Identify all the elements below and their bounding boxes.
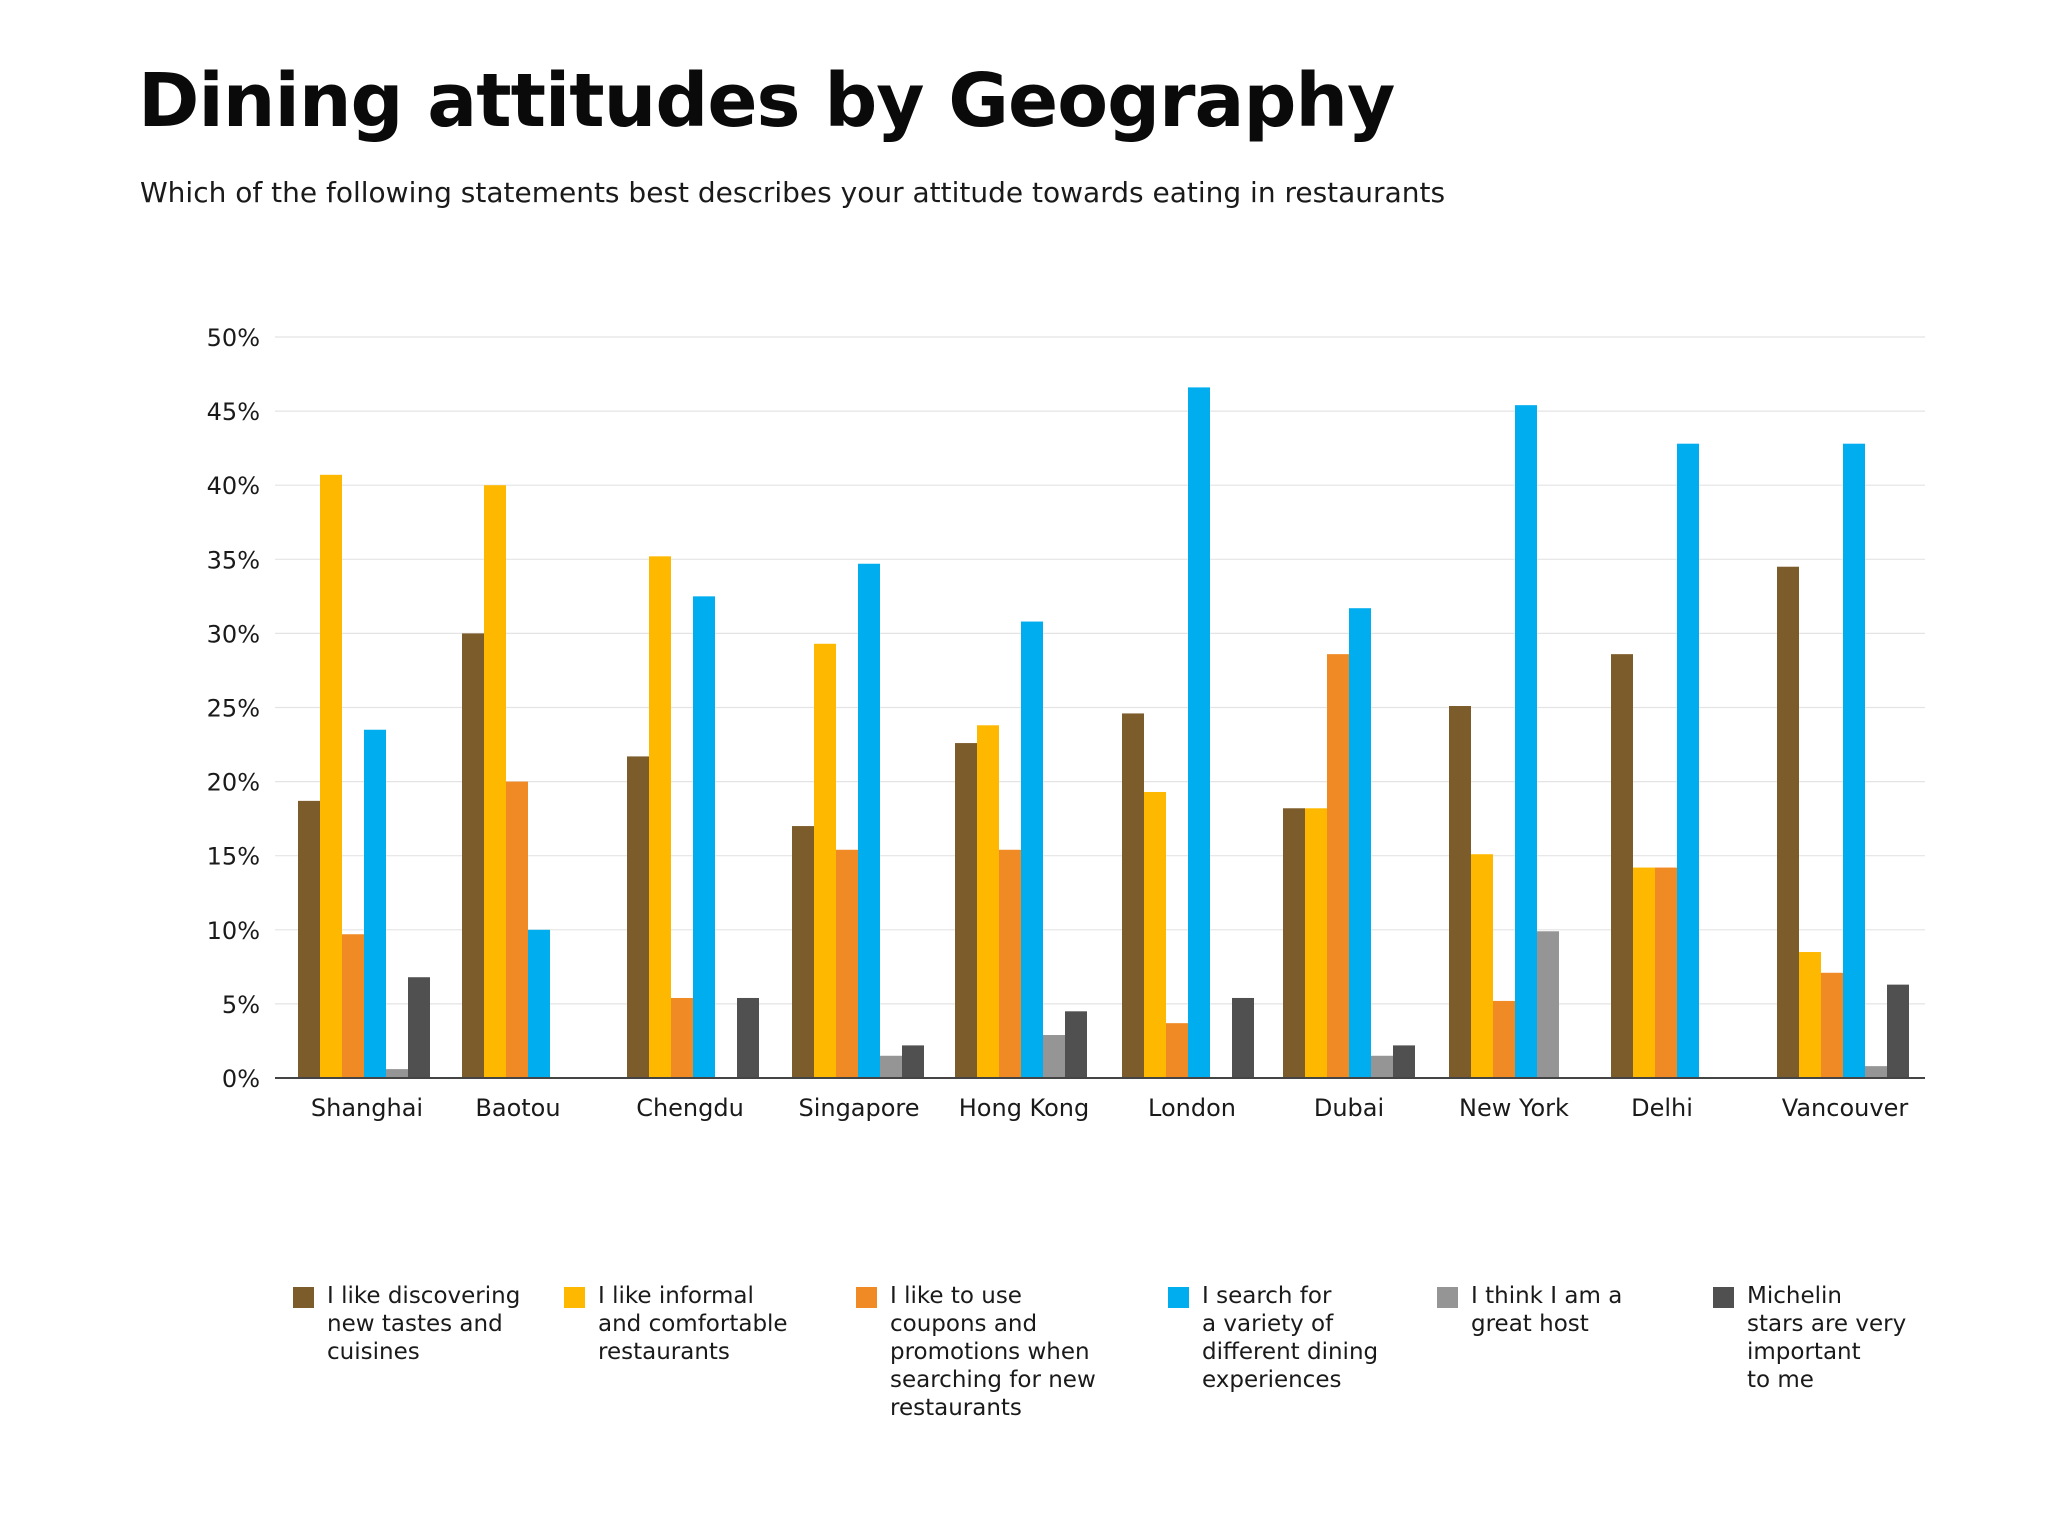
legend-label: I like informal and comfortable restaura… xyxy=(598,1283,788,1365)
bar-baotou-series-4 xyxy=(528,929,550,1078)
bar-singapore-series-4 xyxy=(858,563,880,1078)
bar-singapore-series-5 xyxy=(880,1055,902,1078)
page-subtitle: Which of the following statements best d… xyxy=(140,176,1446,209)
y-tick-label: 20% xyxy=(207,769,260,797)
legend-item-6: Michelin stars are very important to me xyxy=(1713,1282,1906,1394)
bar-shanghai-series-2 xyxy=(320,474,342,1078)
bar-hong-kong-series-5 xyxy=(1043,1035,1065,1078)
legend-swatch xyxy=(856,1287,877,1308)
bar-baotou-series-1 xyxy=(462,633,484,1078)
bar-vancouver-series-3 xyxy=(1821,972,1843,1078)
legend-item-2: I like informal and comfortable restaura… xyxy=(564,1282,788,1366)
bar-dubai-series-6 xyxy=(1393,1045,1415,1078)
bar-london-series-2 xyxy=(1144,791,1166,1078)
legend-label: Michelin stars are very important to me xyxy=(1747,1283,1907,1393)
bar-vancouver-series-2 xyxy=(1799,952,1821,1078)
y-axis-ticks: 0% 5% 10% 15% 20% 25% 30% 35% 40% 45% 50% xyxy=(207,324,260,1093)
legend-swatch xyxy=(293,1287,314,1308)
legend-item-4: I search for a variety of different dini… xyxy=(1168,1282,1378,1394)
bar-dubai-series-2 xyxy=(1305,808,1327,1078)
bar-shanghai-series-6 xyxy=(408,977,430,1078)
legend-item-1: I like discovering new tastes and cuisin… xyxy=(293,1282,520,1366)
legend-swatch xyxy=(1437,1287,1458,1308)
legend-swatch xyxy=(564,1287,585,1308)
bar-dubai-series-1 xyxy=(1283,808,1305,1078)
bar-chengdu-series-1 xyxy=(627,756,649,1078)
y-tick-label: 25% xyxy=(207,695,260,723)
bar-london-series-4 xyxy=(1188,387,1210,1078)
legend-label: I search for a variety of different dini… xyxy=(1202,1283,1379,1393)
bar-chengdu-series-4 xyxy=(693,596,715,1078)
y-tick-label: 35% xyxy=(207,546,260,574)
x-tick-label-shanghai: Shanghai xyxy=(311,1094,423,1122)
legend-label: I like discovering new tastes and cuisin… xyxy=(327,1283,521,1365)
legend-swatch xyxy=(1168,1287,1189,1308)
bar-london-series-1 xyxy=(1122,713,1144,1078)
bar-hong-kong-series-3 xyxy=(999,849,1021,1078)
bar-chengdu-series-6 xyxy=(737,997,759,1078)
bar-new-york-series-1 xyxy=(1449,706,1471,1078)
bar-baotou-series-3 xyxy=(506,781,528,1078)
y-tick-label: 10% xyxy=(207,917,260,945)
bar-vancouver-series-1 xyxy=(1777,566,1799,1078)
bar-dubai-series-4 xyxy=(1349,608,1371,1078)
bar-new-york-series-5 xyxy=(1537,931,1559,1078)
bar-vancouver-series-4 xyxy=(1843,443,1865,1079)
bar-dubai-series-5 xyxy=(1371,1055,1393,1078)
bar-shanghai-series-4 xyxy=(364,729,386,1078)
bar-singapore-series-6 xyxy=(902,1045,924,1078)
legend-item-5: I think I am a great host xyxy=(1437,1282,1622,1338)
bar-shanghai-series-3 xyxy=(342,934,364,1078)
bar-delhi-series-4 xyxy=(1677,443,1699,1079)
x-tick-label-hong-kong: Hong Kong xyxy=(959,1094,1089,1122)
x-tick-label-vancouver: Vancouver xyxy=(1782,1094,1909,1122)
x-tick-label-new-york: New York xyxy=(1459,1094,1569,1122)
y-tick-label: 30% xyxy=(207,620,260,648)
legend-swatch xyxy=(1713,1287,1734,1308)
bars xyxy=(298,387,1909,1079)
bar-hong-kong-series-1 xyxy=(955,743,977,1078)
y-tick-label: 40% xyxy=(207,472,260,500)
bar-new-york-series-2 xyxy=(1471,854,1493,1078)
bar-delhi-series-3 xyxy=(1655,867,1677,1078)
bar-new-york-series-3 xyxy=(1493,1000,1515,1078)
bar-singapore-series-1 xyxy=(792,826,814,1078)
y-tick-label: 15% xyxy=(207,843,260,871)
bar-vancouver-series-5 xyxy=(1865,1066,1887,1078)
y-tick-label: 5% xyxy=(222,991,260,1019)
y-tick-label: 50% xyxy=(207,324,260,352)
y-tick-label: 45% xyxy=(207,398,260,426)
legend-item-3: I like to use coupons and promotions whe… xyxy=(856,1282,1096,1422)
bar-shanghai-series-1 xyxy=(298,800,320,1078)
x-tick-label-baotou: Baotou xyxy=(475,1094,560,1122)
legend-label: I like to use coupons and promotions whe… xyxy=(890,1283,1096,1421)
bar-hong-kong-series-4 xyxy=(1021,621,1043,1078)
bar-hong-kong-series-6 xyxy=(1065,1011,1087,1078)
bar-dubai-series-3 xyxy=(1327,654,1349,1078)
x-tick-label-london: London xyxy=(1148,1094,1236,1122)
bar-chengdu-series-2 xyxy=(649,556,671,1078)
bar-delhi-series-1 xyxy=(1611,654,1633,1078)
bar-chengdu-series-3 xyxy=(671,997,693,1078)
bar-shanghai-series-5 xyxy=(386,1069,408,1078)
bar-london-series-3 xyxy=(1166,1023,1188,1078)
bar-singapore-series-3 xyxy=(836,849,858,1078)
x-tick-label-singapore: Singapore xyxy=(798,1094,919,1122)
bar-london-series-6 xyxy=(1232,997,1254,1078)
gridlines xyxy=(275,336,1925,1005)
bar-singapore-series-2 xyxy=(814,643,836,1078)
x-axis-categories: Shanghai Baotou Chengdu Singapore Hong Kong L… xyxy=(311,1094,1908,1122)
y-tick-label: 0% xyxy=(222,1065,260,1093)
bar-new-york-series-4 xyxy=(1515,405,1537,1078)
bar-baotou-series-2 xyxy=(484,485,506,1078)
x-tick-label-chengdu: Chengdu xyxy=(636,1094,744,1122)
bar-hong-kong-series-2 xyxy=(977,725,999,1078)
bar-vancouver-series-6 xyxy=(1887,984,1909,1078)
x-tick-label-delhi: Delhi xyxy=(1631,1094,1693,1122)
x-tick-label-dubai: Dubai xyxy=(1314,1094,1384,1122)
legend-label: I think I am a great host xyxy=(1471,1283,1623,1337)
bar-delhi-series-2 xyxy=(1633,867,1655,1078)
page-title: Dining attitudes by Geography xyxy=(138,58,1395,144)
